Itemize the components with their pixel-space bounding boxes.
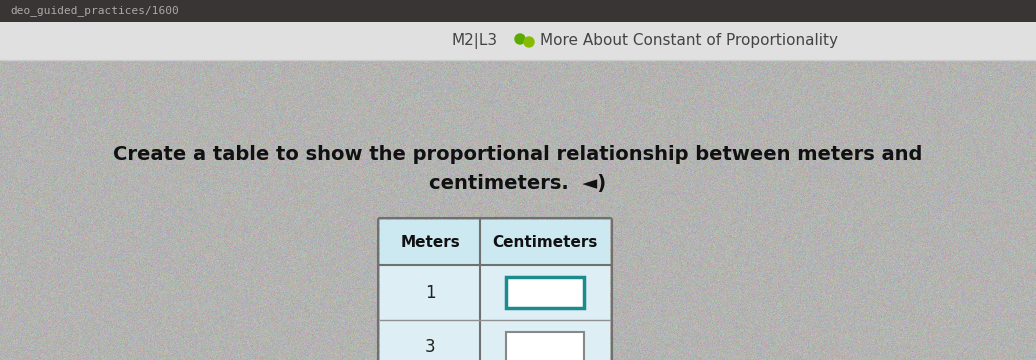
Bar (506, 332, 584, 360)
Bar (380, 265, 610, 320)
Text: M2|L3: M2|L3 (452, 33, 498, 49)
Text: More About Constant of Proportionality: More About Constant of Proportionality (540, 33, 838, 49)
Bar (380, 320, 610, 360)
Text: Centimeters: Centimeters (492, 235, 598, 250)
Text: Meters: Meters (400, 235, 460, 250)
Text: 3: 3 (425, 338, 435, 356)
Text: centimeters.  ◄︎): centimeters. ◄︎) (430, 174, 606, 193)
Bar (0, 0, 1036, 22)
Text: 1: 1 (425, 284, 435, 302)
Text: Create a table to show the proportional relationship between meters and: Create a table to show the proportional … (113, 145, 923, 165)
Text: deo_guided_practices/1600: deo_guided_practices/1600 (10, 5, 179, 17)
Bar (0, 22, 1036, 60)
Circle shape (515, 34, 525, 44)
Bar (380, 220, 610, 265)
Circle shape (524, 37, 534, 47)
Bar (506, 277, 584, 308)
